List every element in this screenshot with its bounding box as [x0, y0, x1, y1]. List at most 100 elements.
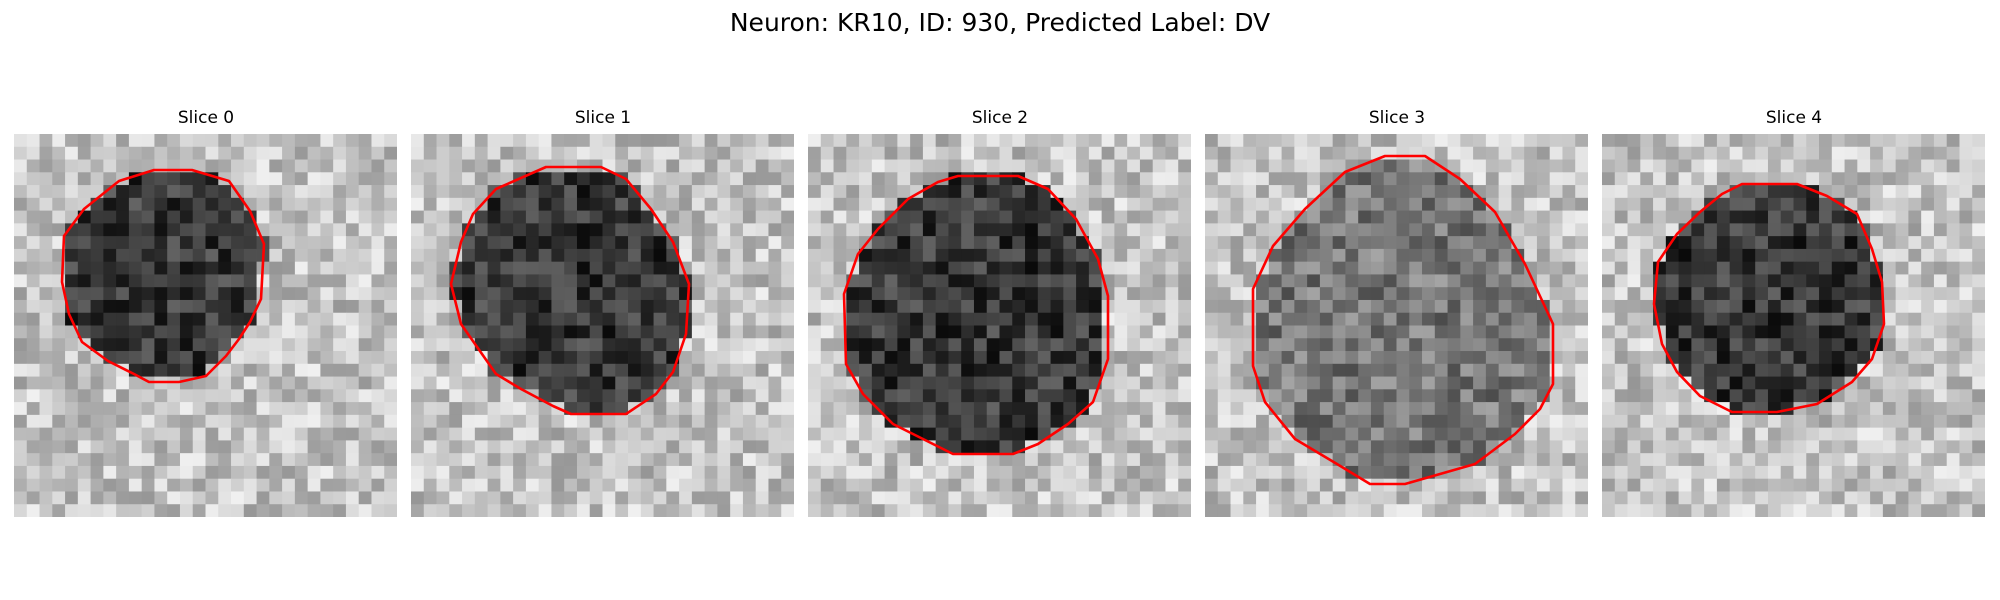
pixel [1460, 504, 1474, 517]
pixel [1076, 478, 1090, 492]
pixel [1139, 453, 1154, 467]
pixel [1819, 504, 1833, 517]
pixel [1602, 376, 1616, 390]
pixel [1205, 453, 1219, 467]
pixel [1511, 504, 1525, 517]
pixel [1063, 299, 1077, 314]
pixel [1780, 478, 1794, 492]
pixel [679, 287, 693, 301]
pixel [1511, 402, 1525, 416]
pixel [26, 338, 40, 352]
pixel [1844, 491, 1858, 505]
pixel [77, 159, 91, 173]
pixel [1345, 146, 1359, 160]
pixel [1562, 338, 1576, 352]
pixel [1243, 325, 1257, 339]
pixel [820, 465, 834, 480]
pixel [320, 402, 334, 416]
pixel [820, 504, 834, 517]
pixel [717, 287, 731, 301]
pixel [1037, 312, 1051, 326]
pixel [1307, 351, 1321, 365]
pixel [1575, 414, 1588, 429]
pixel [167, 414, 181, 429]
pixel [243, 389, 257, 403]
pixel [1819, 159, 1833, 173]
pixel [1627, 287, 1641, 301]
pixel [948, 312, 962, 326]
pixel [205, 287, 219, 301]
pixel [1844, 299, 1858, 314]
pixel [897, 261, 911, 275]
pixel [768, 363, 782, 377]
pixel [1268, 299, 1282, 314]
pixel [1549, 248, 1563, 263]
pixel [1025, 351, 1039, 365]
pixel [1037, 134, 1051, 148]
pixel [999, 299, 1013, 314]
pixel [742, 325, 757, 339]
pixel [1780, 185, 1794, 199]
pixel [320, 159, 334, 173]
pixel [205, 210, 219, 224]
pixel [358, 172, 372, 186]
pixel [1562, 223, 1576, 237]
pixel [423, 402, 437, 416]
pixel [1742, 146, 1756, 160]
pixel [1114, 159, 1128, 173]
pixel [1755, 261, 1769, 275]
pixel [973, 274, 988, 288]
pixel [1972, 287, 1985, 301]
pixel [1088, 172, 1103, 186]
pixel [897, 325, 911, 339]
pixel [423, 363, 437, 377]
pixel [525, 312, 540, 326]
pixel [294, 261, 309, 275]
pixel [1127, 427, 1141, 441]
pixel [294, 325, 309, 339]
pixel [1742, 185, 1756, 199]
pixel [1256, 440, 1270, 454]
pixel [640, 159, 654, 173]
pixel [525, 236, 540, 250]
pixel [717, 389, 731, 403]
pixel [1345, 440, 1359, 454]
pixel [679, 402, 693, 416]
pixel [717, 210, 731, 224]
pixel [1767, 299, 1782, 314]
pixel [1511, 351, 1525, 365]
pixel [1602, 402, 1616, 416]
pixel [1076, 287, 1090, 301]
pixel [640, 453, 654, 467]
pixel [1205, 210, 1219, 224]
pixel [1959, 427, 1973, 441]
pixel [1575, 248, 1588, 263]
pixel [1114, 248, 1128, 263]
pixel [691, 389, 706, 403]
pixel [1575, 351, 1588, 365]
pixel [691, 159, 706, 173]
pixel [1678, 146, 1692, 160]
pixel [653, 210, 667, 224]
pixel [1946, 504, 1960, 517]
pixel [1370, 351, 1385, 365]
pixel [781, 440, 794, 454]
pixel [538, 491, 552, 505]
pixel [576, 504, 591, 517]
pixel [269, 159, 283, 173]
pixel [935, 389, 949, 403]
pixel [999, 363, 1013, 377]
pixel [474, 299, 488, 314]
pixel [742, 134, 757, 148]
pixel [1422, 261, 1436, 275]
pixel [1076, 440, 1090, 454]
pixel [1101, 414, 1115, 429]
pixel [628, 325, 642, 339]
pixel [141, 299, 155, 314]
pixel [1268, 440, 1282, 454]
pixel [615, 312, 629, 326]
pixel [1230, 172, 1244, 186]
pixel [1755, 478, 1769, 492]
pixel [1665, 223, 1679, 237]
pixel [922, 402, 937, 416]
